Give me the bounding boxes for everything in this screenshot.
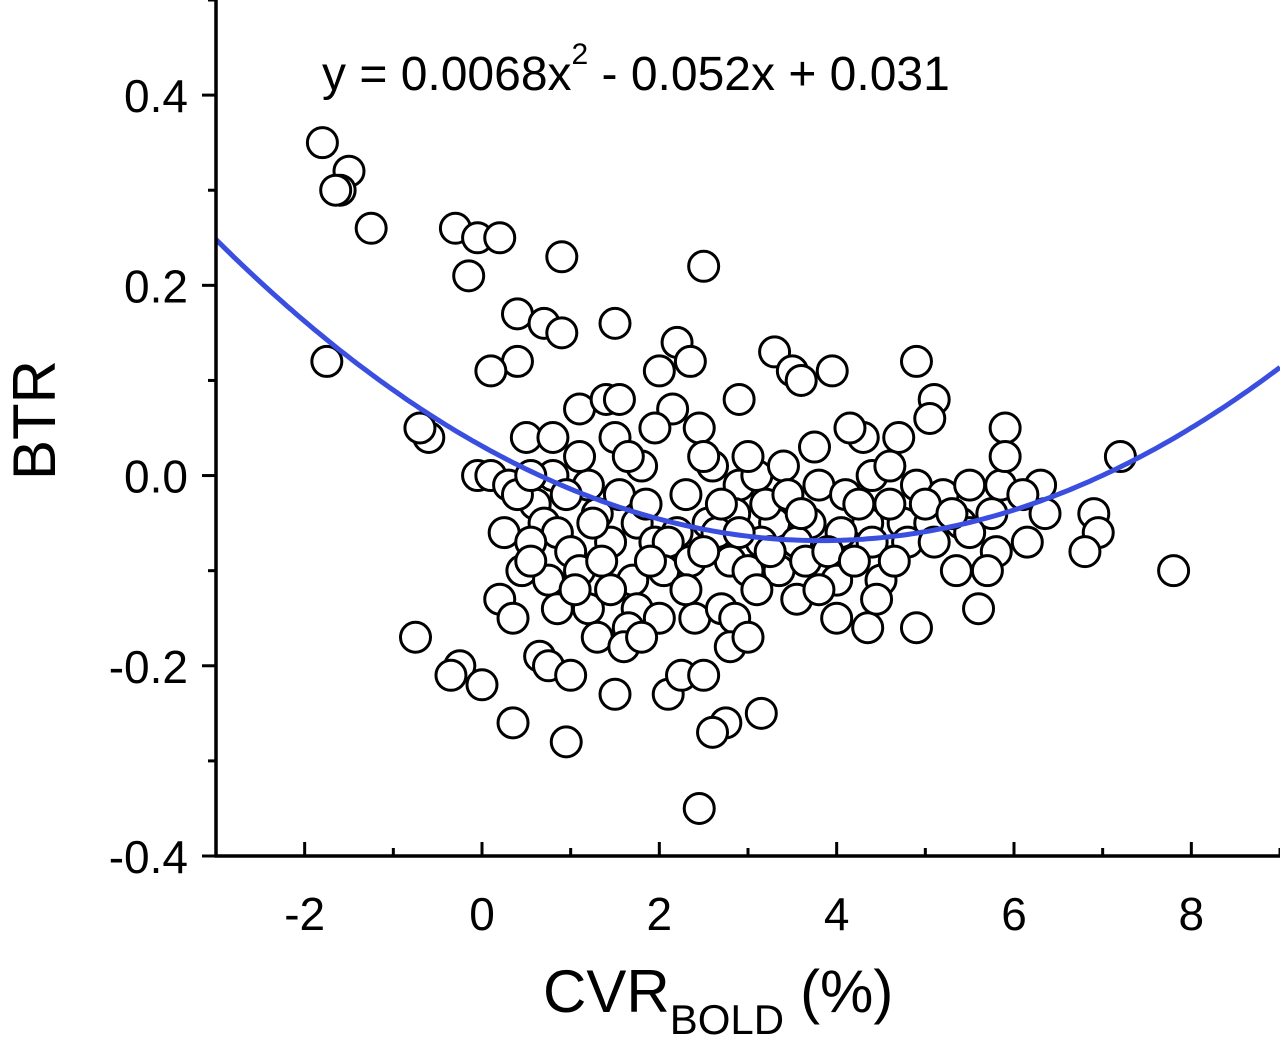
fit-equation: y = 0.0068x2 - 0.052x + 0.031	[322, 38, 950, 101]
fit-curve	[216, 237, 1280, 544]
data-point	[399, 620, 432, 654]
data-point	[669, 478, 703, 512]
data-point	[545, 316, 579, 350]
x-tick-label: 2	[647, 888, 673, 940]
data-point	[1010, 525, 1044, 559]
data-point	[682, 411, 716, 445]
data-point	[319, 173, 353, 207]
data-point	[465, 668, 499, 702]
x-tick-label: 8	[1179, 888, 1205, 940]
data-point	[696, 715, 730, 749]
data-point	[731, 440, 765, 474]
data-point	[784, 497, 818, 531]
data-point	[434, 658, 468, 692]
data-point	[731, 620, 765, 654]
data-point	[310, 344, 344, 378]
data-point	[558, 573, 592, 607]
data-point	[602, 382, 636, 416]
data-point	[687, 658, 721, 692]
data-point	[545, 240, 579, 274]
data-point	[305, 126, 339, 160]
data-point	[563, 440, 597, 474]
data-point	[877, 544, 911, 578]
data-point	[766, 449, 800, 483]
data-point	[549, 725, 583, 759]
data-point	[638, 411, 672, 445]
data-point	[815, 354, 849, 388]
data-point	[611, 440, 645, 474]
data-point	[452, 259, 486, 293]
data-point	[625, 620, 659, 654]
data-point	[798, 430, 831, 464]
data-point	[988, 411, 1022, 445]
y-tick-label: 0.2	[124, 260, 188, 312]
data-point	[496, 601, 530, 635]
data-point	[820, 601, 854, 635]
data-point	[598, 306, 632, 340]
data-point	[740, 573, 774, 607]
ticks: -2 0 2 4 6 8 -0.4 -0.2 0.0 0.2 0.4	[109, 0, 1280, 940]
data-point	[873, 449, 907, 483]
data-point	[1068, 535, 1102, 569]
data-point	[939, 554, 973, 588]
x-tick-label: 0	[469, 888, 495, 940]
data-point	[598, 677, 632, 711]
data-point	[474, 354, 508, 388]
data-point	[594, 573, 628, 607]
data-point	[536, 421, 570, 455]
data-point	[633, 544, 667, 578]
data-point	[669, 573, 703, 607]
y-tick-label: 0.0	[124, 451, 188, 503]
data-point	[514, 544, 548, 578]
data-point	[1157, 554, 1191, 588]
data-point	[687, 249, 721, 283]
data-point	[873, 487, 907, 521]
data-point	[882, 421, 916, 455]
data-point	[354, 211, 388, 245]
data-point	[687, 440, 721, 474]
x-tick-label: 6	[1001, 888, 1027, 940]
y-tick-label: 0.4	[124, 70, 188, 122]
data-points	[305, 126, 1191, 825]
data-point	[496, 706, 530, 740]
data-point	[837, 544, 871, 578]
data-point	[585, 544, 619, 578]
data-point	[917, 525, 951, 559]
y-tick-label: -0.2	[109, 641, 188, 693]
data-point	[576, 506, 610, 540]
data-point	[988, 440, 1022, 474]
data-point	[554, 658, 588, 692]
data-point	[403, 411, 437, 445]
x-tick-label: -2	[284, 888, 325, 940]
data-point	[833, 411, 867, 445]
data-point	[687, 535, 721, 569]
data-point	[784, 363, 818, 397]
data-point	[953, 468, 987, 502]
data-point	[913, 401, 947, 435]
data-point	[899, 611, 933, 645]
data-point	[642, 354, 676, 388]
axes	[214, 0, 1280, 858]
data-point	[962, 592, 996, 626]
data-point	[704, 487, 738, 521]
x-tick-label: 4	[824, 888, 850, 940]
data-point	[851, 611, 885, 645]
data-point	[722, 382, 756, 416]
data-point	[899, 344, 933, 378]
x-axis-label: CVRBOLD (%)	[543, 958, 893, 1043]
y-axis-label: BTR	[1, 360, 68, 480]
data-point	[682, 791, 716, 825]
data-point	[842, 487, 876, 521]
data-point	[970, 554, 1004, 588]
data-point	[483, 221, 517, 255]
data-point	[802, 573, 836, 607]
data-point	[744, 696, 778, 730]
data-point	[860, 582, 894, 616]
y-tick-label: -0.4	[109, 831, 188, 883]
data-point	[673, 344, 707, 378]
